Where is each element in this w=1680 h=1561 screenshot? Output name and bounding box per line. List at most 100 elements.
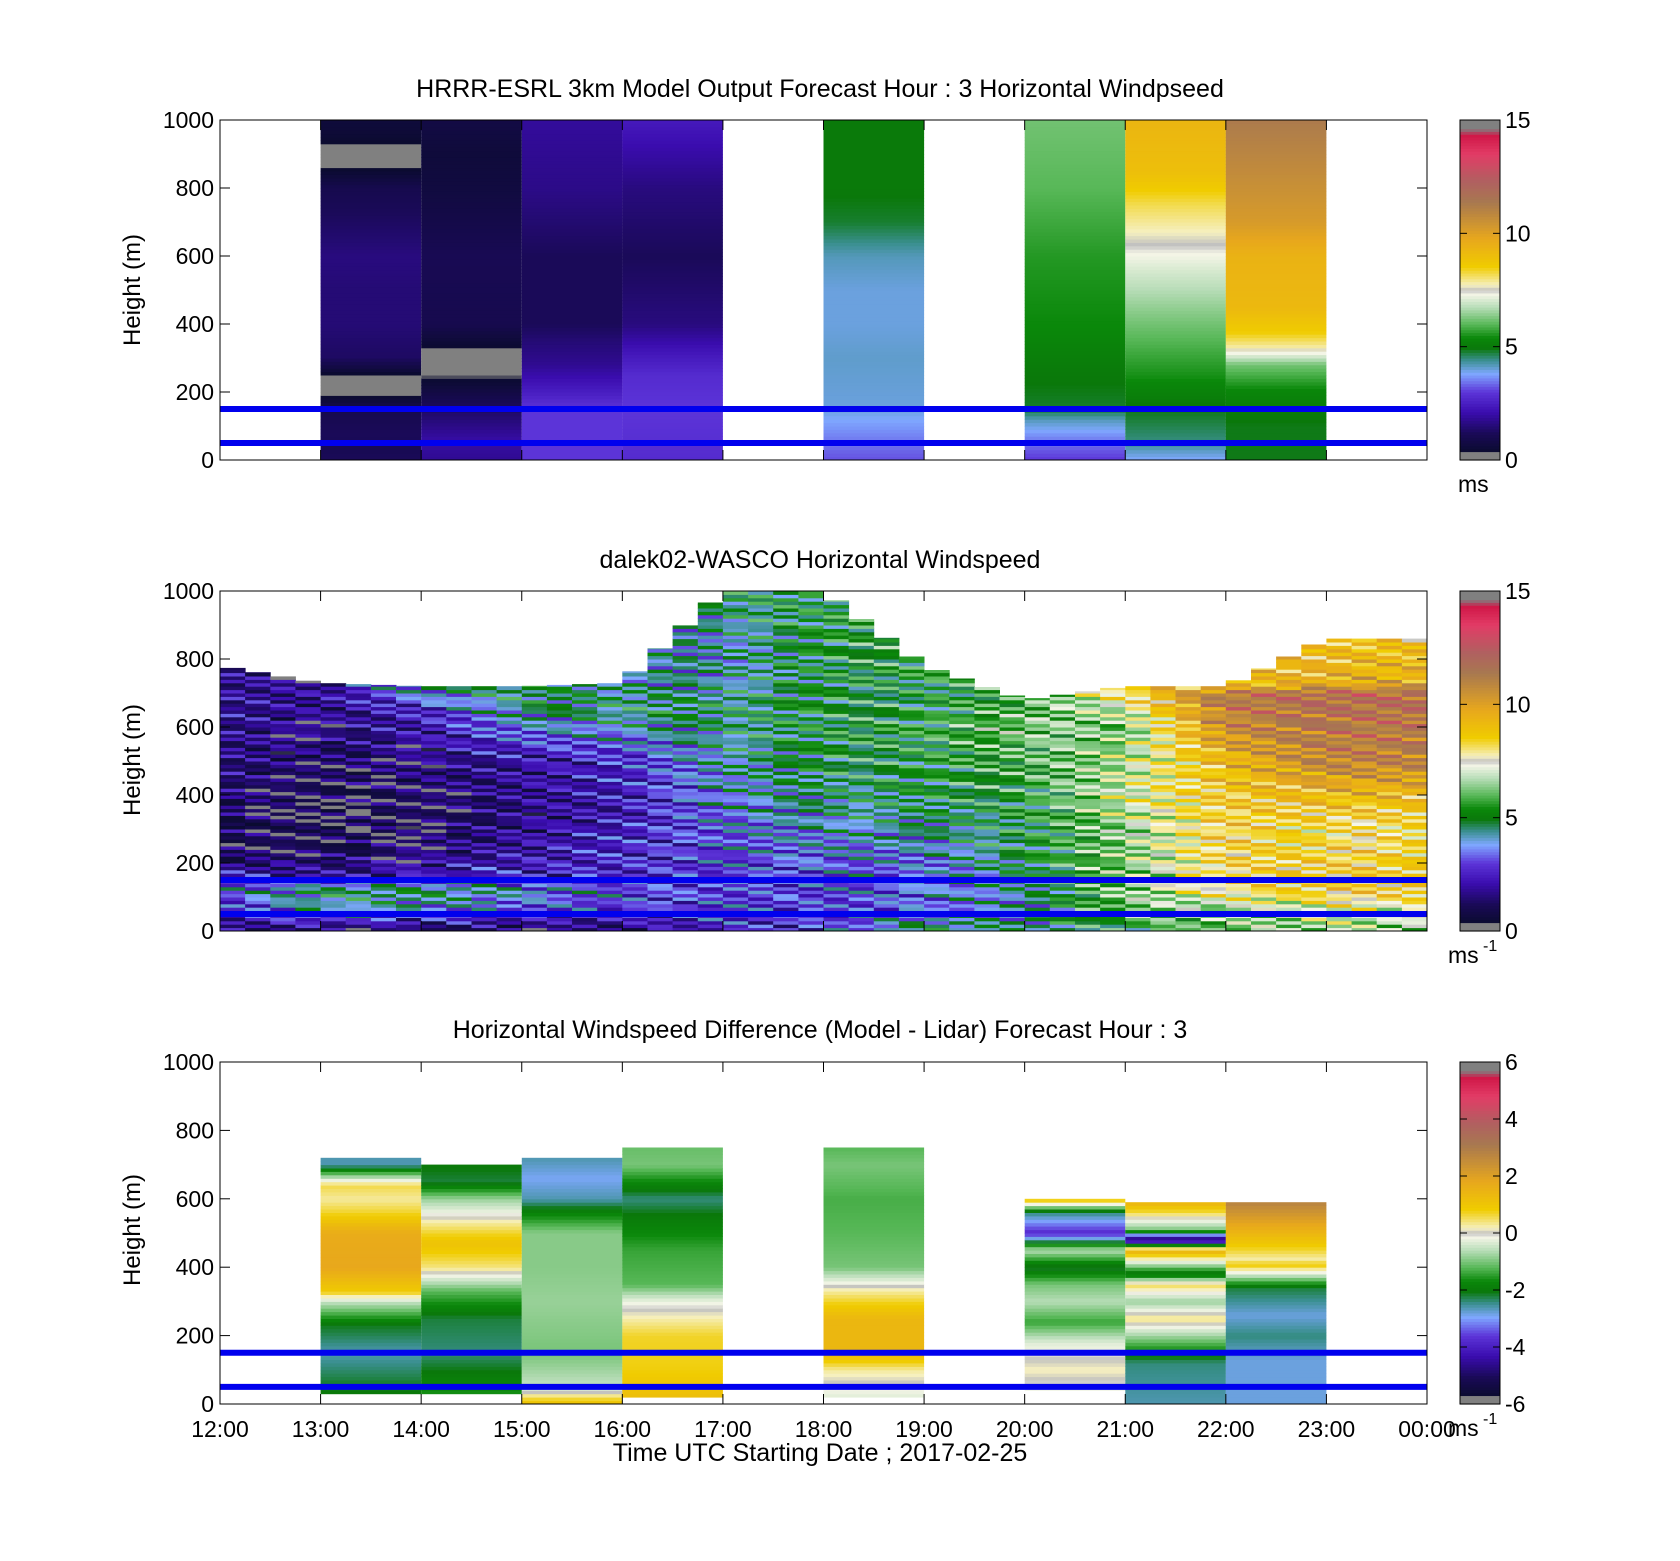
colorbar-segment: [1460, 434, 1500, 438]
heatmap-cell: [1301, 645, 1327, 650]
heatmap-cell: [622, 171, 723, 175]
heatmap-cell: [748, 659, 774, 663]
heatmap-cell: [345, 801, 372, 806]
heatmap-cell: [1401, 842, 1428, 847]
heatmap-cell: [798, 825, 824, 830]
heatmap-cell: [320, 245, 422, 250]
heatmap-cell: [1049, 716, 1076, 721]
heatmap-cell: [320, 771, 347, 776]
heatmap-cell: [320, 361, 422, 366]
heatmap-cell: [1075, 716, 1101, 721]
heatmap-cell: [823, 917, 850, 922]
heatmap-cell: [1150, 863, 1176, 867]
heatmap-cell: [421, 873, 447, 878]
heatmap-cell: [722, 883, 749, 888]
heatmap-cell: [370, 832, 397, 837]
heatmap-cell: [697, 750, 724, 755]
heatmap-cell: [1075, 866, 1101, 871]
heatmap-cell: [999, 778, 1026, 782]
heatmap-cell: [798, 652, 824, 657]
heatmap-cell: [345, 774, 372, 779]
heatmap-cell: [1200, 842, 1227, 847]
heatmap-cell: [572, 791, 598, 796]
heatmap-cell: [1351, 686, 1378, 691]
heatmap-cell: [1125, 771, 1151, 776]
heatmap-cell: [848, 832, 875, 837]
heatmap-cell: [320, 869, 347, 874]
heatmap-cell: [1150, 781, 1176, 786]
heatmap-cell: [722, 672, 749, 677]
heatmap-cell: [396, 924, 422, 929]
heatmap-cell: [521, 429, 623, 434]
heatmap-cell: [496, 754, 523, 759]
heatmap-cell: [1125, 832, 1151, 837]
heatmap-cell: [798, 818, 824, 823]
heatmap-cell: [421, 201, 522, 206]
heatmap-cell: [672, 669, 699, 674]
heatmap-cell: [848, 716, 875, 721]
heatmap-cell: [270, 750, 296, 755]
heatmap-cell: [270, 676, 296, 680]
heatmap-cell: [622, 798, 648, 803]
heatmap-cell: [697, 835, 724, 840]
heatmap-cell: [1326, 890, 1352, 895]
heatmap-cell: [1301, 842, 1327, 847]
heatmap-cell: [1150, 801, 1176, 806]
heatmap-cell: [1351, 859, 1378, 864]
heatmap-cell: [1401, 903, 1428, 908]
heatmap-cell: [647, 893, 674, 898]
heatmap-cell: [496, 808, 523, 813]
heatmap-cell: [1276, 791, 1302, 796]
y-axis-label: Height (m): [119, 704, 146, 816]
heatmap-cell: [1125, 164, 1226, 169]
heatmap-cell: [722, 645, 749, 650]
heatmap-cell: [773, 927, 799, 932]
heatmap-cell: [245, 730, 271, 735]
heatmap-cell: [370, 686, 397, 691]
heatmap-cell: [396, 897, 422, 901]
heatmap-cell: [320, 689, 347, 694]
heatmap-cell: [496, 900, 523, 905]
heatmap-cell: [1125, 801, 1151, 806]
heatmap-cell: [823, 672, 850, 677]
heatmap-cell: [421, 927, 447, 932]
heatmap-cell: [722, 754, 749, 759]
heatmap-cell: [622, 412, 723, 417]
heatmap-cell: [999, 893, 1026, 898]
colorbar-segment: [1460, 363, 1500, 368]
heatmap-cell: [370, 863, 397, 867]
heatmap-cell: [1175, 716, 1202, 721]
heatmap-cell: [345, 808, 372, 813]
heatmap-cell: [471, 795, 498, 799]
heatmap-cell: [672, 774, 699, 779]
heatmap-cell: [773, 618, 799, 623]
heatmap-cell: [1125, 290, 1226, 294]
heatmap-cell: [446, 713, 472, 718]
heatmap-cell: [672, 866, 699, 871]
heatmap-cell: [396, 812, 422, 816]
heatmap-cell: [521, 822, 548, 827]
heatmap-cell: [1251, 761, 1277, 765]
heatmap-cell: [270, 791, 296, 796]
heatmap-cell: [1276, 886, 1302, 891]
heatmap-cell: [1301, 686, 1327, 691]
heatmap-cell: [1125, 293, 1226, 298]
heatmap-cell: [521, 388, 623, 393]
heatmap-cell: [1125, 716, 1151, 721]
heatmap-cell: [1301, 669, 1327, 674]
heatmap-cell: [471, 716, 498, 721]
heatmap-cell: [597, 750, 623, 755]
heatmap-cell: [974, 856, 1000, 861]
heatmap-cell: [748, 852, 774, 857]
heatmap-cell: [245, 815, 271, 820]
heatmap-cell: [924, 818, 950, 823]
heatmap-cell: [848, 886, 875, 891]
heatmap-cell: [1125, 761, 1151, 765]
heatmap-cell: [1326, 849, 1352, 854]
heatmap-cell: [496, 863, 523, 867]
heatmap-cell: [823, 123, 925, 128]
heatmap-cell: [421, 693, 447, 697]
heatmap-cell: [471, 863, 498, 867]
colorbar-segment: [1460, 443, 1500, 447]
heatmap-cell: [370, 842, 397, 847]
